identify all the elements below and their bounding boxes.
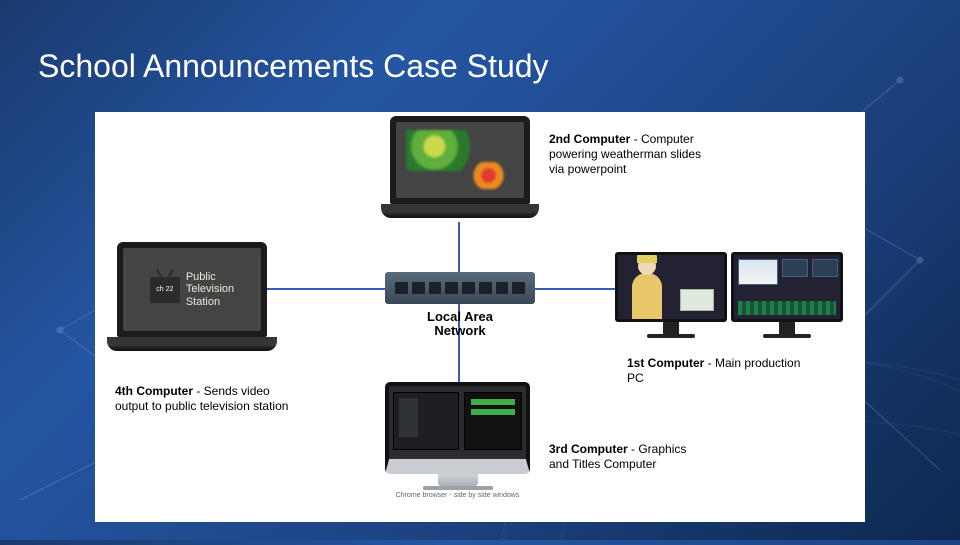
channel-badge: ch 22 (156, 286, 173, 293)
computer-2-icon (390, 116, 539, 218)
computer-1-label: 1st Computer - Main production PC (627, 356, 807, 386)
diagram-panel: Local Area Network 2nd Computer - Comput… (95, 112, 865, 522)
camera-feed-screen (618, 255, 724, 319)
wire-right (535, 288, 625, 290)
computer-4-icon: ch 22 Public Television Station (117, 242, 277, 351)
computer-3-icon: Chrome browser - side by side windows (385, 382, 530, 499)
computer-4-label: 4th Computer - Sends video output to pub… (115, 384, 290, 414)
monitor-right (731, 252, 843, 338)
label-bold: 3rd Computer (549, 442, 628, 456)
public-tv-screen: ch 22 Public Television Station (123, 248, 261, 331)
imac-caption: Chrome browser - side by side windows (385, 492, 530, 499)
computer-2-label: 2nd Computer - Computer powering weather… (549, 132, 719, 177)
label-bold: 2nd Computer (549, 132, 630, 146)
label-bold: 4th Computer (115, 384, 193, 398)
graphics-app-screen (389, 386, 526, 459)
switch-ports (395, 282, 525, 294)
computer-3-label: 3rd Computer - Graphics and Titles Compu… (549, 442, 709, 472)
weather-map-screen (396, 122, 524, 198)
computer-1-icon (615, 252, 843, 338)
public-tv-text: Public Television Station (186, 271, 234, 307)
tv-icon: ch 22 (150, 277, 180, 303)
monitor-left (615, 252, 727, 338)
lan-label: Local Area Network (405, 310, 515, 339)
wire-top (458, 222, 460, 272)
label-bold: 1st Computer (627, 356, 704, 370)
production-controls-screen (734, 255, 840, 319)
slide-title: School Announcements Case Study (38, 48, 549, 85)
network-switch-icon (385, 272, 535, 304)
